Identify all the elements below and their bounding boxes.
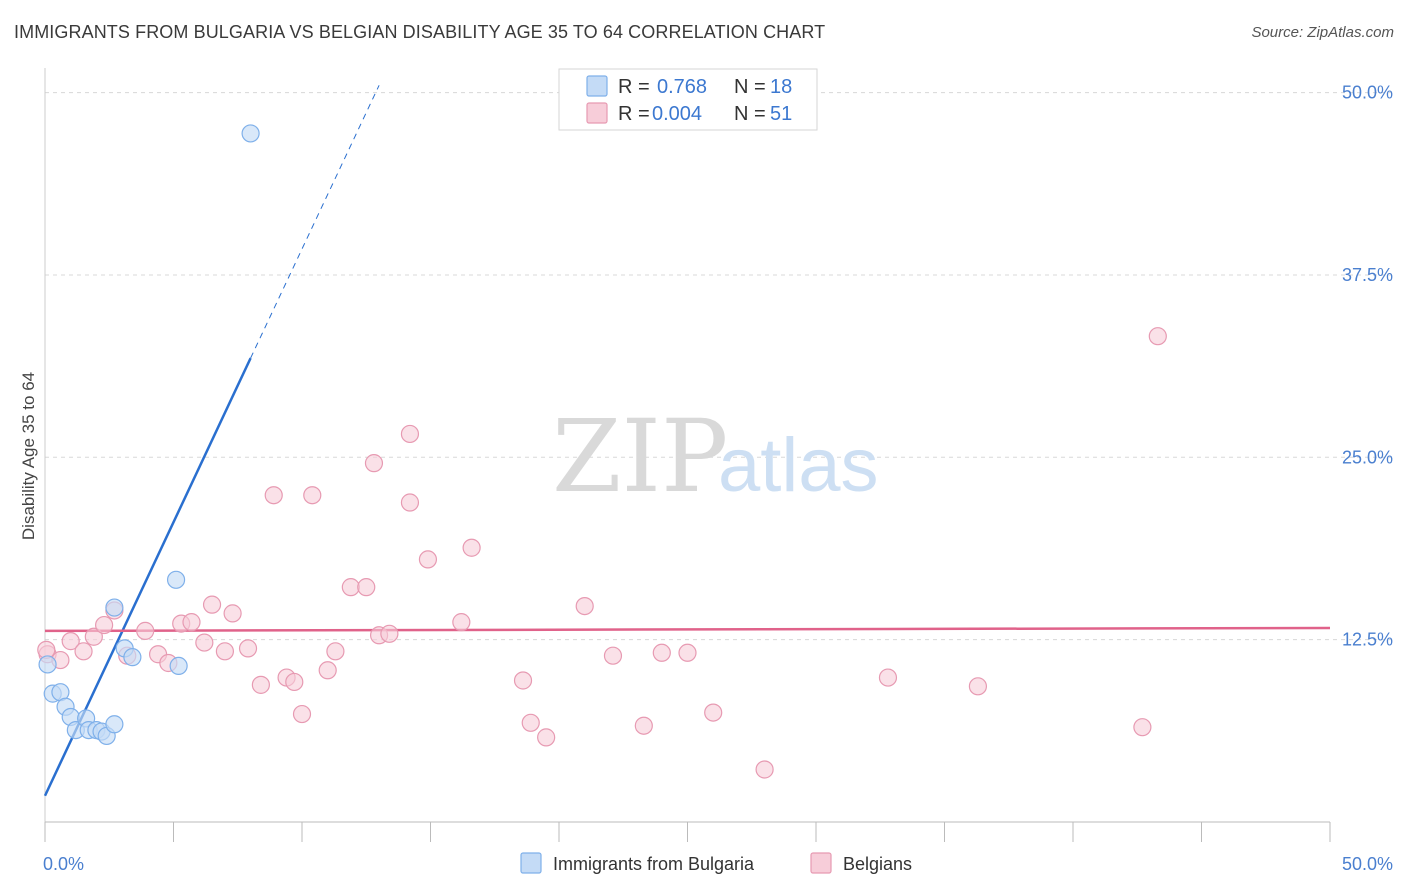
belgians-point <box>634 716 653 735</box>
y-axis-label: Disability Age 35 to 64 <box>19 372 38 540</box>
bottom-legend: Immigrants from Bulgaria Belgians <box>520 852 912 874</box>
legend-box: R = 0.768 N = 18 R = 0.004 N = 51 <box>558 68 818 131</box>
bottom-legend-swatch-belgians <box>810 852 832 874</box>
belgians-point <box>61 632 80 651</box>
belgians-point <box>513 671 533 690</box>
belgians-point <box>418 550 438 569</box>
belgians-point <box>364 454 384 473</box>
y-tick-label-0: 12.5% <box>1342 630 1393 650</box>
legend-n-label-belgians: N = <box>734 103 766 125</box>
source-credit: Source: ZipAtlas.com <box>1251 24 1394 41</box>
bulgaria-point <box>38 655 57 674</box>
belgians-point <box>215 642 234 661</box>
legend-swatch-belgians <box>586 102 608 124</box>
belgians-point <box>74 642 93 661</box>
legend-n-value-belgians: 51 <box>770 103 792 125</box>
watermark: ZIP atlas <box>552 398 879 515</box>
belgians-point <box>878 668 898 687</box>
belgians-point <box>603 646 623 665</box>
belgians-point <box>678 643 697 662</box>
belgians-point <box>202 595 222 614</box>
belgians-point <box>182 613 201 632</box>
legend-r-label-belgians: R = <box>618 103 650 125</box>
belgians-point <box>341 578 360 597</box>
belgians-point <box>755 760 774 779</box>
legend-swatch-bulgaria <box>586 75 608 97</box>
belgians-point <box>1133 718 1152 737</box>
belgians-point <box>303 486 322 505</box>
belgians-point <box>238 639 258 658</box>
belgians-point <box>292 704 312 724</box>
bulgaria-point <box>105 598 124 617</box>
legend-r-value-belgians: 0.004 <box>652 103 702 125</box>
bulgaria-point <box>105 715 124 734</box>
bulgaria-points <box>38 124 260 746</box>
belgians-point <box>251 675 270 694</box>
y-tick-label-1: 25.0% <box>1342 447 1393 467</box>
belgians-point <box>326 642 345 661</box>
belgians-point <box>400 424 420 444</box>
legend-r-label-bulgaria: R = <box>618 76 650 98</box>
y-tick-label-3: 50.0% <box>1342 83 1393 103</box>
bulgaria-trend-extension <box>250 85 380 359</box>
y-tick-label-2: 37.5% <box>1342 265 1393 285</box>
belgians-point <box>1148 327 1167 346</box>
belgians-point <box>537 728 556 747</box>
legend-n-value-bulgaria: 18 <box>770 76 792 98</box>
watermark-atlas: atlas <box>718 423 879 508</box>
bottom-legend-label-belgians: Belgians <box>843 854 912 874</box>
belgians-point <box>968 677 988 696</box>
belgians-point <box>264 486 283 505</box>
belgians-point <box>318 661 337 680</box>
x-tick-labels: 0.0% 50.0% <box>43 854 1393 874</box>
belgians-point <box>400 493 420 512</box>
bottom-legend-swatch-bulgaria <box>520 852 542 874</box>
belgians-point <box>95 615 114 635</box>
bulgaria-point <box>241 124 260 143</box>
legend-r-value-bulgaria: 0.768 <box>657 76 707 98</box>
belgians-point <box>223 604 242 623</box>
belgians-point <box>285 672 304 692</box>
x-tick-label-1: 50.0% <box>1342 854 1393 874</box>
belgians-point <box>84 627 103 646</box>
bulgaria-point <box>169 656 188 676</box>
axes <box>44 68 1331 842</box>
legend-n-label-bulgaria: N = <box>734 76 766 98</box>
belgians-point <box>704 703 723 722</box>
belgians-point <box>357 578 376 597</box>
belgians-point <box>136 621 155 640</box>
bottom-legend-label-bulgaria: Immigrants from Bulgaria <box>553 854 755 874</box>
y-tick-labels: 12.5% 25.0% 37.5% 50.0% <box>1342 83 1393 650</box>
x-tick-label-0: 0.0% <box>43 854 84 874</box>
watermark-zip: ZIP <box>552 398 728 515</box>
belgians-point <box>652 643 671 662</box>
belgians-points <box>37 327 1167 779</box>
belgians-point <box>575 596 594 616</box>
bulgaria-point <box>123 648 142 667</box>
belgians-point <box>452 613 471 632</box>
grid-lines <box>45 92 1392 641</box>
belgians-point <box>195 633 214 652</box>
bulgaria-point <box>166 570 186 589</box>
belgians-point <box>380 624 399 643</box>
belgians-point <box>521 713 540 732</box>
chart-title: IMMIGRANTS FROM BULGARIA VS BELGIAN DISA… <box>14 22 826 42</box>
belgians-trend-line <box>44 626 1331 633</box>
belgians-point <box>462 538 481 557</box>
